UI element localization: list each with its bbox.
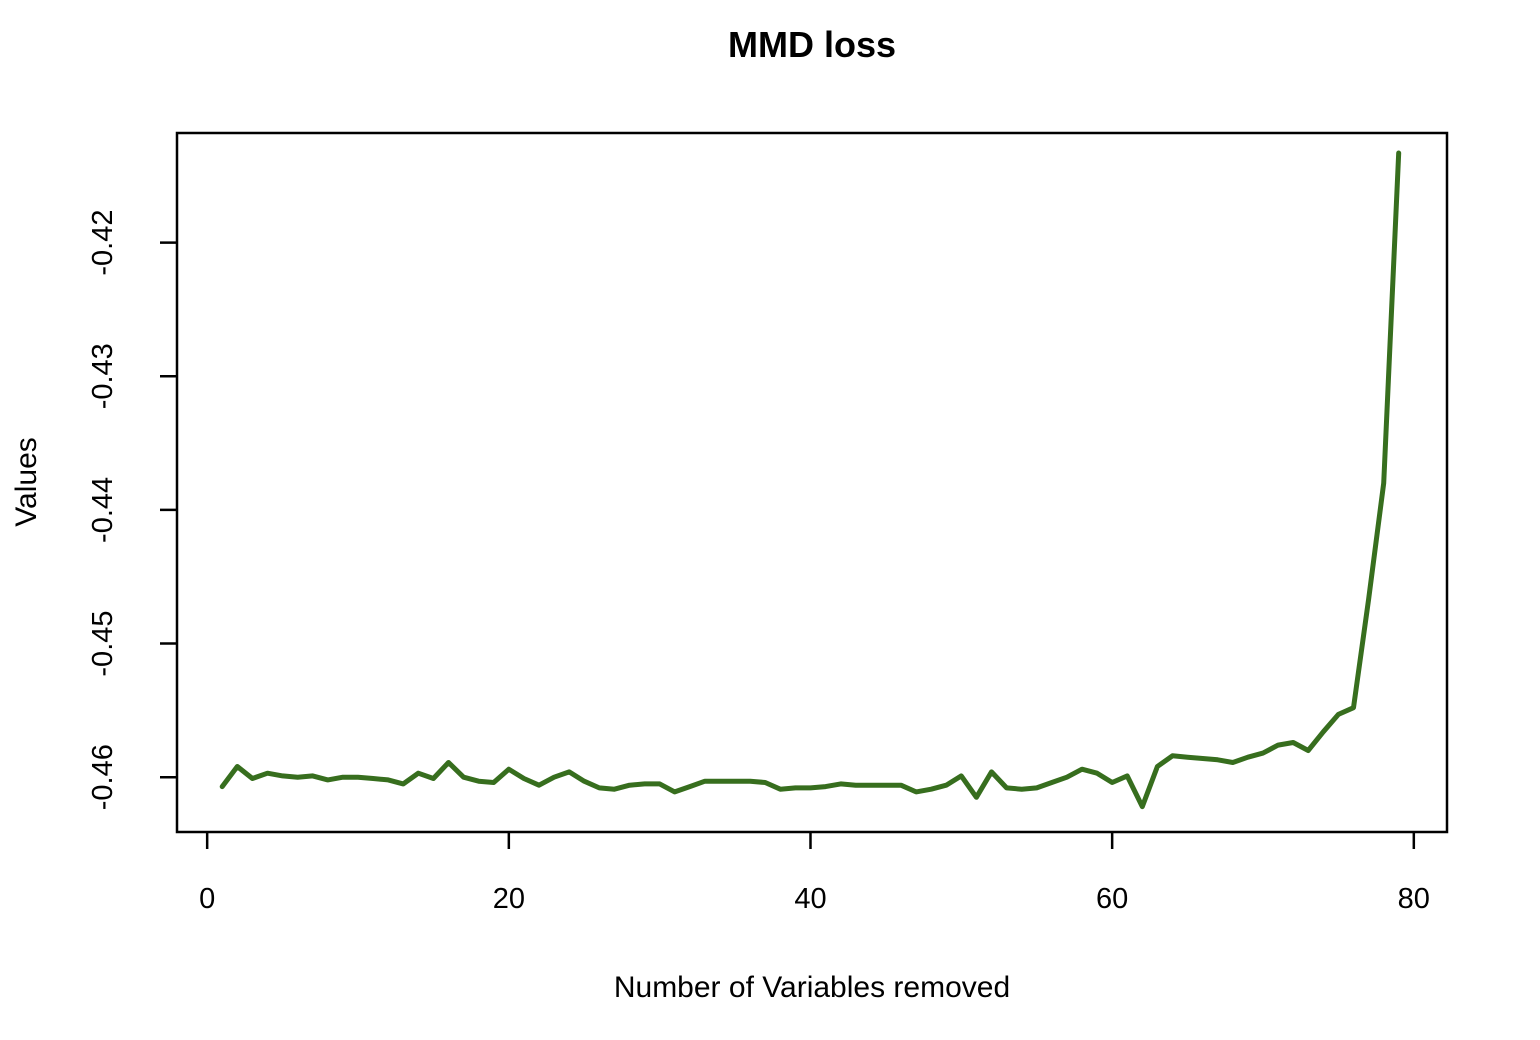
x-axis-tick-label: 20 xyxy=(493,883,525,915)
y-axis-tick-label: -0.42 xyxy=(87,210,119,276)
y-axis-title: Values xyxy=(10,437,43,527)
y-axis-tick-label: -0.46 xyxy=(87,744,119,810)
y-axis-tick-label: -0.45 xyxy=(87,610,119,676)
x-axis-title: Number of Variables removed xyxy=(614,971,1010,1004)
y-axis-ticks xyxy=(160,241,177,779)
x-axis-ticks xyxy=(205,832,1416,849)
x-axis-tick-label: 60 xyxy=(1096,883,1128,915)
plot-border xyxy=(175,131,1449,834)
y-axis-tick-label: -0.43 xyxy=(87,343,119,409)
x-axis-tick-labels: 0 20 40 60 80 xyxy=(199,883,1430,915)
y-axis-tick-labels: -0.42 -0.43 -0.44 -0.45 -0.46 xyxy=(87,210,119,811)
chart-title: MMD loss xyxy=(728,24,896,65)
data-line xyxy=(219,150,1402,810)
plot-area xyxy=(177,133,1447,832)
x-axis-tick-label: 40 xyxy=(794,883,826,915)
x-axis-tick-label: 0 xyxy=(199,883,215,915)
y-axis-tick-label: -0.44 xyxy=(87,477,119,543)
x-axis-tick-label: 80 xyxy=(1398,883,1430,915)
